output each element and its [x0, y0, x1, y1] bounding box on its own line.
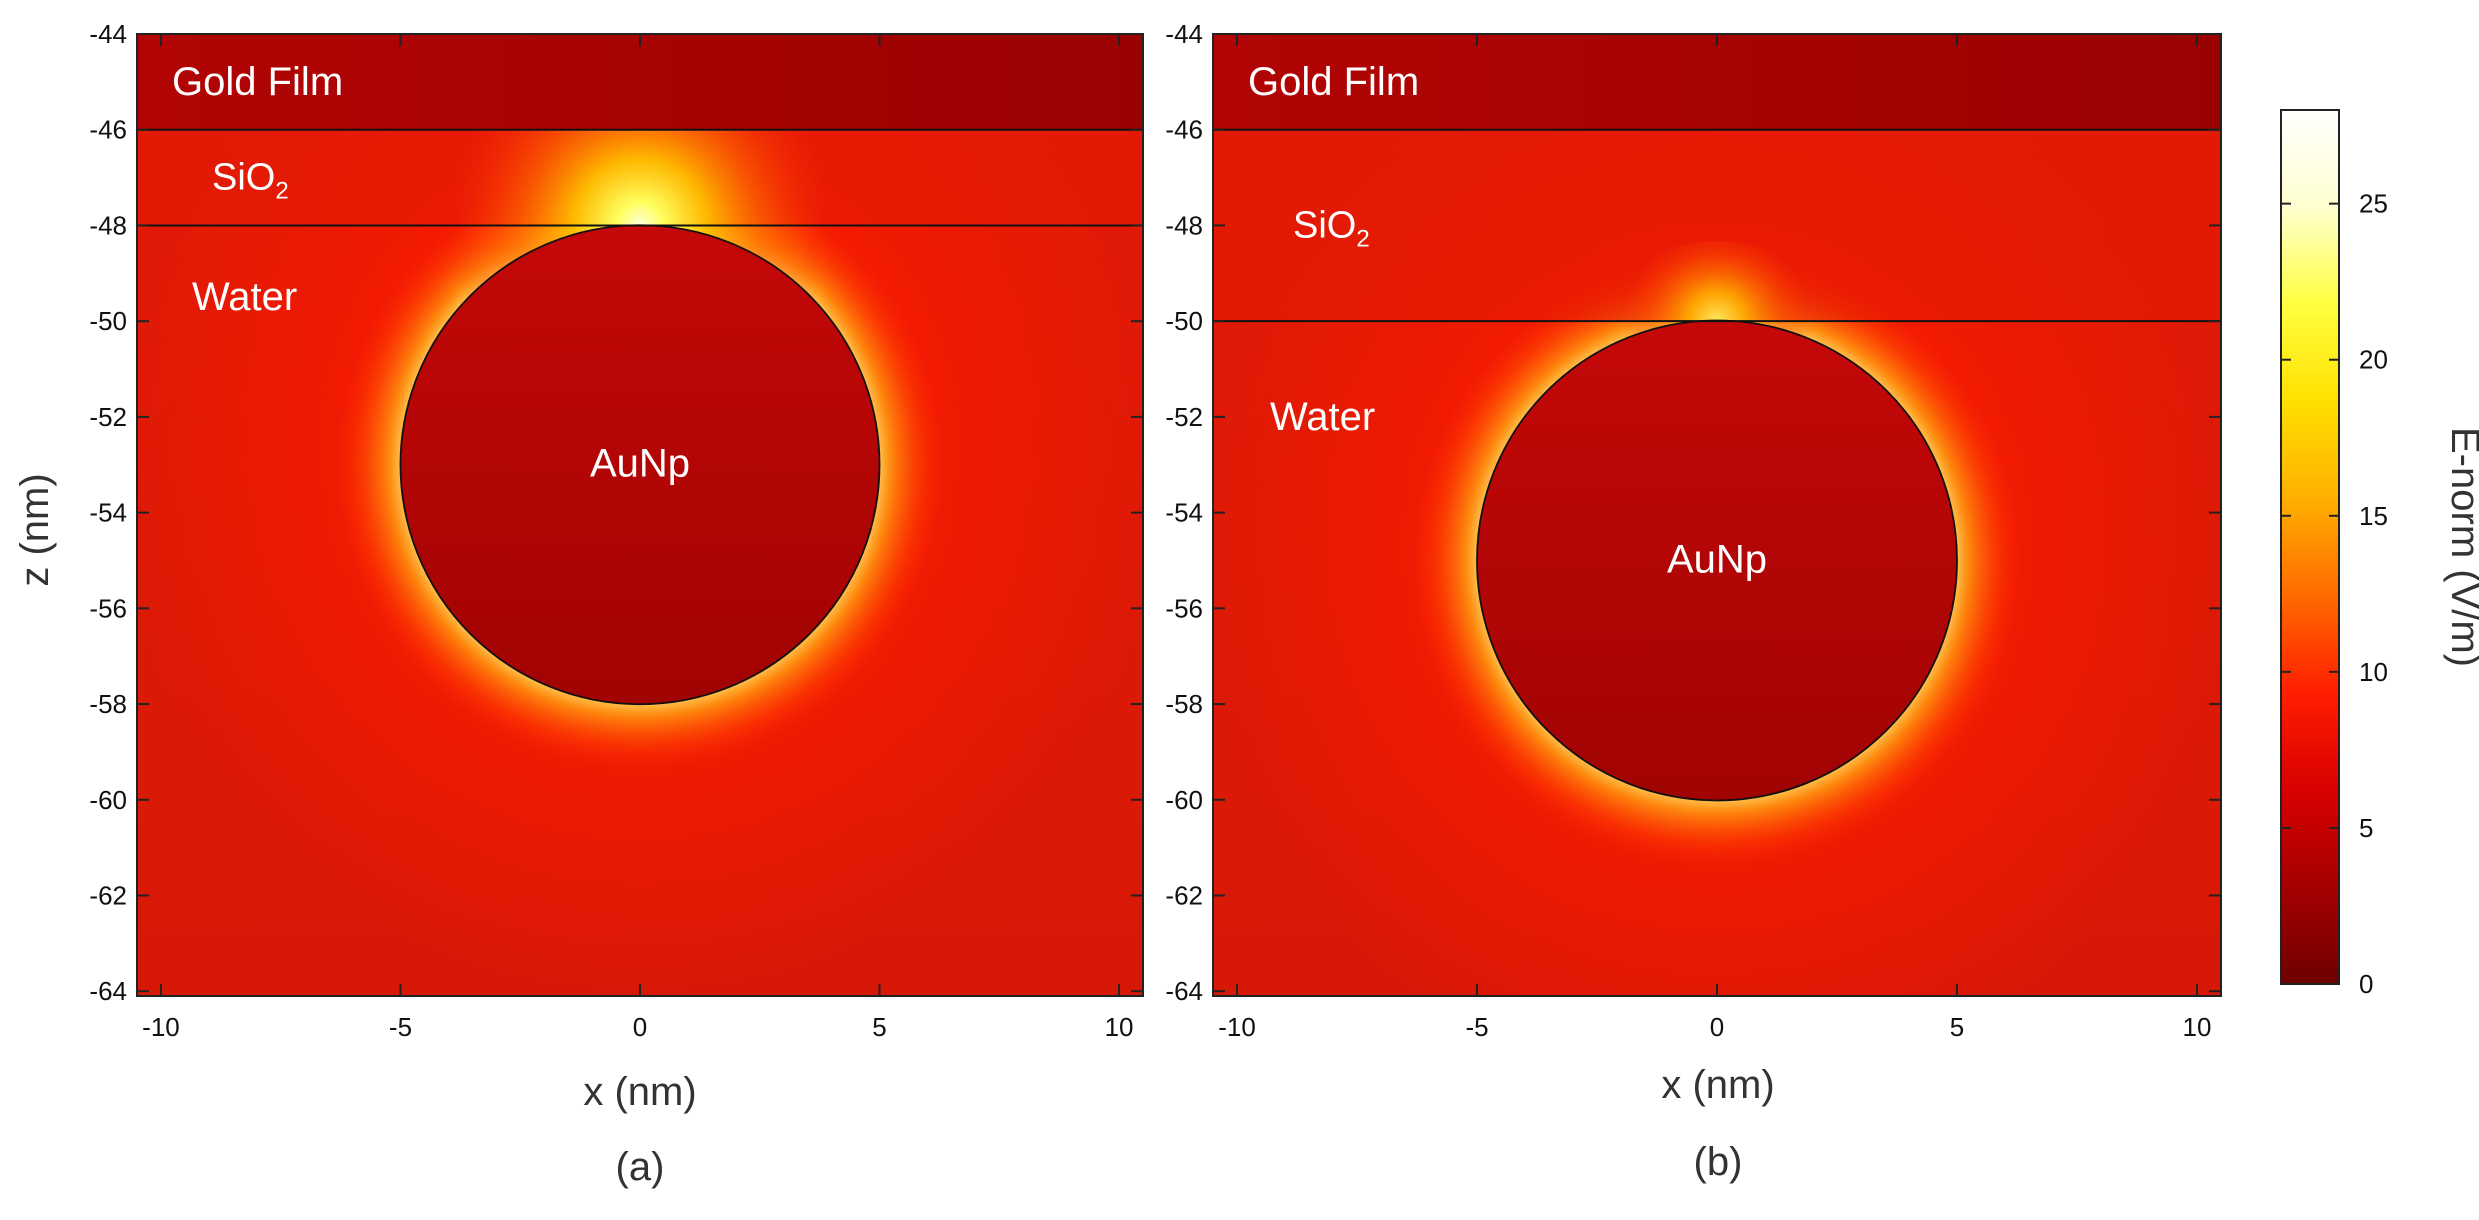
x-tick-label: -5 — [1465, 1012, 1488, 1042]
x-tick-label: 0 — [1710, 1012, 1724, 1042]
colorbar-tick-label: 10 — [2359, 657, 2388, 687]
y-tick-label: -50 — [89, 306, 127, 336]
gold-film-label: Gold Film — [172, 60, 343, 104]
y-tick-label: -64 — [89, 976, 127, 1006]
y-tick-label: -58 — [89, 689, 127, 719]
y-tick-label: -60 — [89, 785, 127, 815]
y-tick-label: -60 — [1165, 785, 1203, 815]
x-axis: -10 -5 0 5 10 — [1218, 34, 2211, 1042]
gold-film-region — [1213, 34, 2221, 130]
field-map — [137, 34, 1143, 996]
y-tick-label: -50 — [1165, 306, 1203, 336]
y-tick-label: -56 — [89, 593, 127, 623]
y-tick-label: -58 — [1165, 689, 1203, 719]
panel-b: -44-46-48-50-52-54-56-58-60-62-64-10 -5 0 5… — [1165, 19, 2222, 1184]
colorbar-tick-label: 5 — [2359, 813, 2373, 843]
y-axis: -44 -46 -48 -50 -52 -54 -56 -58 -60 -62 -64 — [89, 19, 1143, 1006]
panel-a: -44-46-48-50-52-54-56-58-60-62-64-10 -5 0 5… — [13, 19, 1144, 1189]
colorbar-tick-label: 0 — [2359, 969, 2373, 999]
colorbar-tick-label: 15 — [2359, 501, 2388, 531]
y-tick-label: -56 — [1165, 593, 1203, 623]
x-tick-label: 5 — [1950, 1012, 1964, 1042]
aunp-label: AuNp — [590, 442, 690, 486]
x-tick-label: 10 — [2183, 1012, 2212, 1042]
gold-film-region — [137, 34, 1143, 130]
x-tick-label: -5 — [389, 1012, 412, 1042]
y-axis-label: z (nm) — [13, 473, 57, 586]
y-tick-label: -54 — [89, 498, 127, 528]
sio2-label-subscript: 2 — [275, 178, 288, 205]
x-tick-label: -10 — [1218, 1012, 1256, 1042]
x-tick-label: 0 — [633, 1012, 647, 1042]
colorbar: 0 5 10 15 20 25 E-norm (V/m) — [2280, 109, 2479, 999]
water-label: Water — [1270, 395, 1375, 439]
aunp-label: AuNp — [1667, 537, 1767, 581]
y-tick-label: -44 — [89, 19, 127, 49]
y-tick-label: -52 — [1165, 402, 1203, 432]
colorbar-scale — [2280, 109, 2340, 985]
y-tick-label: -48 — [1165, 210, 1203, 240]
x-tick-label: 5 — [872, 1012, 886, 1042]
y-tick-label: -64 — [1165, 976, 1203, 1006]
sio2-label: SiO2 — [212, 157, 289, 205]
y-tick-label: -48 — [89, 210, 127, 240]
sio2-label-subscript: 2 — [1356, 225, 1369, 252]
y-tick-label: -54 — [1165, 498, 1203, 528]
colorbar-tick-label: 25 — [2359, 189, 2388, 219]
y-tick-label: -44 — [1165, 19, 1203, 49]
gold-film-label: Gold Film — [1248, 60, 1419, 104]
x-axis-label: x (nm) — [583, 1070, 696, 1114]
water-label: Water — [192, 275, 297, 319]
x-axis-label: x (nm) — [1661, 1063, 1774, 1107]
colorbar-label: E-norm (V/m) — [2443, 427, 2479, 667]
y-tick-label: -52 — [89, 402, 127, 432]
colorbar-tick-label: 20 — [2359, 345, 2388, 375]
x-axis: -10 -5 0 5 10 — [142, 34, 1134, 1042]
sio2-label-main: SiO — [1293, 204, 1356, 246]
y-axis: -44 -46 -48 -50 -52 -54 -56 -58 -60 -62 -64 — [1165, 19, 2221, 1006]
y-tick-label: -46 — [89, 115, 127, 145]
field-map — [1213, 34, 2221, 996]
y-tick-label: -62 — [89, 880, 127, 910]
panel-label: (b) — [1694, 1140, 1743, 1184]
sio2-label: SiO2 — [1293, 204, 1370, 252]
x-tick-label: 10 — [1105, 1012, 1134, 1042]
y-tick-label: -62 — [1165, 880, 1203, 910]
sio2-label-main: SiO — [212, 157, 275, 199]
x-tick-label: -10 — [142, 1012, 180, 1042]
panel-label: (a) — [616, 1145, 665, 1189]
y-tick-label: -46 — [1165, 115, 1203, 145]
